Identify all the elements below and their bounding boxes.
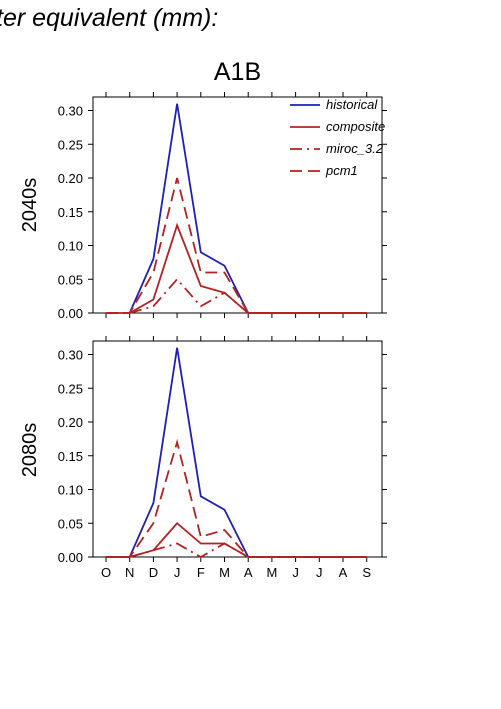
- plot-frame: [92, 340, 383, 558]
- x-tick-label: J: [316, 565, 323, 580]
- y-tick-label: 0.25: [58, 137, 83, 152]
- row-label: 2040s: [19, 178, 41, 233]
- y-tick-label: 0.10: [58, 239, 83, 254]
- x-tick-label: O: [101, 565, 111, 580]
- y-tick-label: 0.10: [58, 483, 83, 498]
- y-tick-label: 0.20: [58, 171, 83, 186]
- legend-label: composite: [326, 119, 385, 134]
- plot-frame: [92, 96, 383, 314]
- x-tick-label: J: [292, 565, 299, 580]
- x-tick-label: S: [362, 565, 371, 580]
- legend-label: miroc_3.2: [326, 141, 384, 156]
- y-tick-label: 0.00: [58, 306, 83, 321]
- row-label: 2080s: [19, 423, 41, 478]
- series-line-miroc-3-2: [106, 277, 367, 314]
- x-tick-label: A: [244, 565, 253, 580]
- x-tick-label: N: [125, 565, 134, 580]
- x-tick-label: F: [197, 565, 205, 580]
- legend-label: historical: [326, 97, 378, 112]
- page-title: ter equivalent (mm):: [0, 4, 219, 32]
- legend-label: pcm1: [325, 163, 358, 178]
- series-line-composite: [106, 222, 367, 314]
- x-tick-label: A: [339, 565, 348, 580]
- y-tick-label: 0.00: [58, 550, 83, 565]
- y-tick-label: 0.20: [58, 415, 83, 430]
- y-tick-label: 0.30: [58, 104, 83, 119]
- series-line-pcm1: [106, 438, 367, 558]
- y-tick-label: 0.15: [58, 205, 83, 220]
- series-line-historical: [128, 103, 367, 314]
- series-line-pcm1: [106, 177, 367, 314]
- x-tick-label: M: [219, 565, 230, 580]
- y-tick-label: 0.05: [58, 272, 83, 287]
- series-line-composite: [106, 521, 367, 558]
- y-tick-label: 0.25: [58, 381, 83, 396]
- x-tick-label: D: [149, 565, 158, 580]
- scenario-label: A1B: [213, 58, 262, 86]
- y-tick-label: 0.15: [58, 449, 83, 464]
- x-tick-label: J: [174, 565, 181, 580]
- y-tick-label: 0.30: [58, 348, 83, 363]
- y-tick-label: 0.05: [58, 516, 83, 531]
- series-line-historical: [106, 347, 367, 558]
- x-tick-label: M: [266, 565, 277, 580]
